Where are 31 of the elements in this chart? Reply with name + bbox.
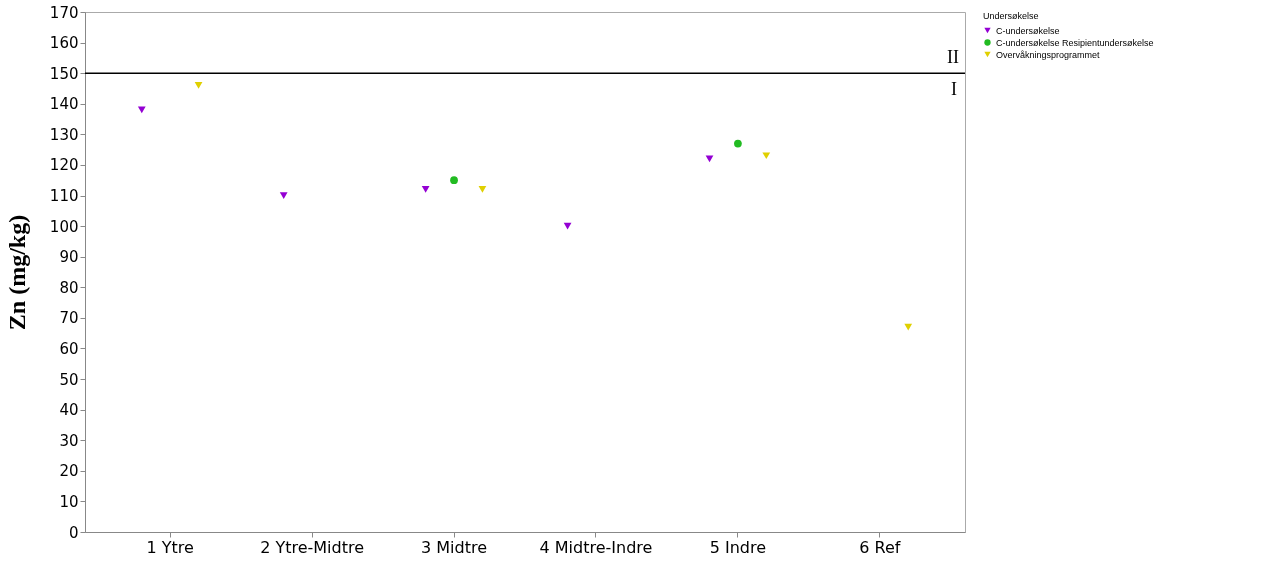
y-tick-label: 160 — [49, 34, 79, 53]
y-tick-label: 30 — [59, 431, 79, 450]
y-tick-label: 100 — [49, 217, 79, 236]
x-tick-label: 1 Ytre — [146, 537, 194, 557]
y-tick-label: 50 — [59, 370, 79, 389]
y-tick-label: 120 — [49, 156, 79, 175]
y-tick-label: 20 — [59, 462, 79, 481]
y-tick-label: 140 — [49, 95, 79, 114]
annotation: I — [951, 79, 957, 100]
y-tick-label: 130 — [49, 125, 79, 144]
x-tick-label: 5 Indre — [709, 537, 767, 557]
x-tick-label: 3 Midtre — [421, 537, 488, 557]
legend-label: Overvåkningsprogrammet — [996, 49, 1101, 60]
legend-label: C-undersøkelse Resipientundersøkelse — [996, 37, 1154, 48]
x-tick-label: 2 Ytre-Midtre — [260, 537, 365, 557]
y-tick-label: 40 — [59, 401, 79, 420]
y-tick-label: 70 — [59, 309, 79, 328]
y-tick-label: 90 — [59, 248, 79, 267]
legend-title: Undersøkelse — [983, 11, 1039, 21]
y-axis-title: Zn (mg/kg) — [3, 214, 30, 331]
y-tick-label: 150 — [49, 64, 79, 83]
y-tick-label: 110 — [49, 187, 79, 206]
x-tick-label: 6 Ref — [859, 537, 901, 557]
ref-line-label: II — [947, 47, 959, 68]
x-tick-label: 4 Midtre-Indre — [539, 537, 653, 557]
y-tick-label: 10 — [59, 492, 79, 511]
y-tick-label: 0 — [68, 523, 79, 542]
legend-label: C-undersøkelse — [996, 25, 1060, 36]
y-tick-label: 170 — [49, 3, 79, 22]
y-tick-label: 60 — [59, 339, 79, 358]
y-tick-label: 80 — [59, 278, 79, 297]
